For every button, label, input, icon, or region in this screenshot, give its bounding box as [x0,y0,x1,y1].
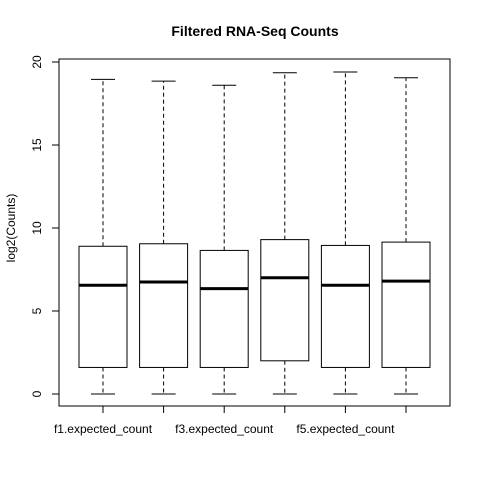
iqr-box [260,239,310,362]
boxes [78,71,431,395]
y-tick-label: 10 [30,221,44,235]
x-tick-label: f3.expected_count [175,422,274,436]
box-f3.expected_count [199,84,249,395]
iqr-box [381,241,431,368]
chart-title: Filtered RNA-Seq Counts [171,23,338,39]
box-f5.expected_count [320,71,370,395]
y-tick-label: 15 [30,138,44,152]
y-tick-label: 5 [30,307,44,314]
iqr-box [320,244,370,368]
box-f4.expected_count [260,72,310,395]
box-f1.expected_count [78,78,128,395]
y-tick-label: 0 [30,390,44,397]
y-axis-label: log2(Counts) [4,194,18,263]
y-tick-label: 20 [30,55,44,69]
x-tick-label: f5.expected_count [296,422,395,436]
x-tick-label: f1.expected_count [54,422,153,436]
x-axis: f1.expected_count f3.expected_count f5.exp… [54,405,407,436]
y-axis: 0 5 10 15 20 [30,55,60,397]
box-f2.expected_count [139,80,189,395]
iqr-box [78,245,128,368]
iqr-box [139,243,189,368]
box-f6.expected_count [381,77,431,395]
iqr-box [199,249,249,368]
